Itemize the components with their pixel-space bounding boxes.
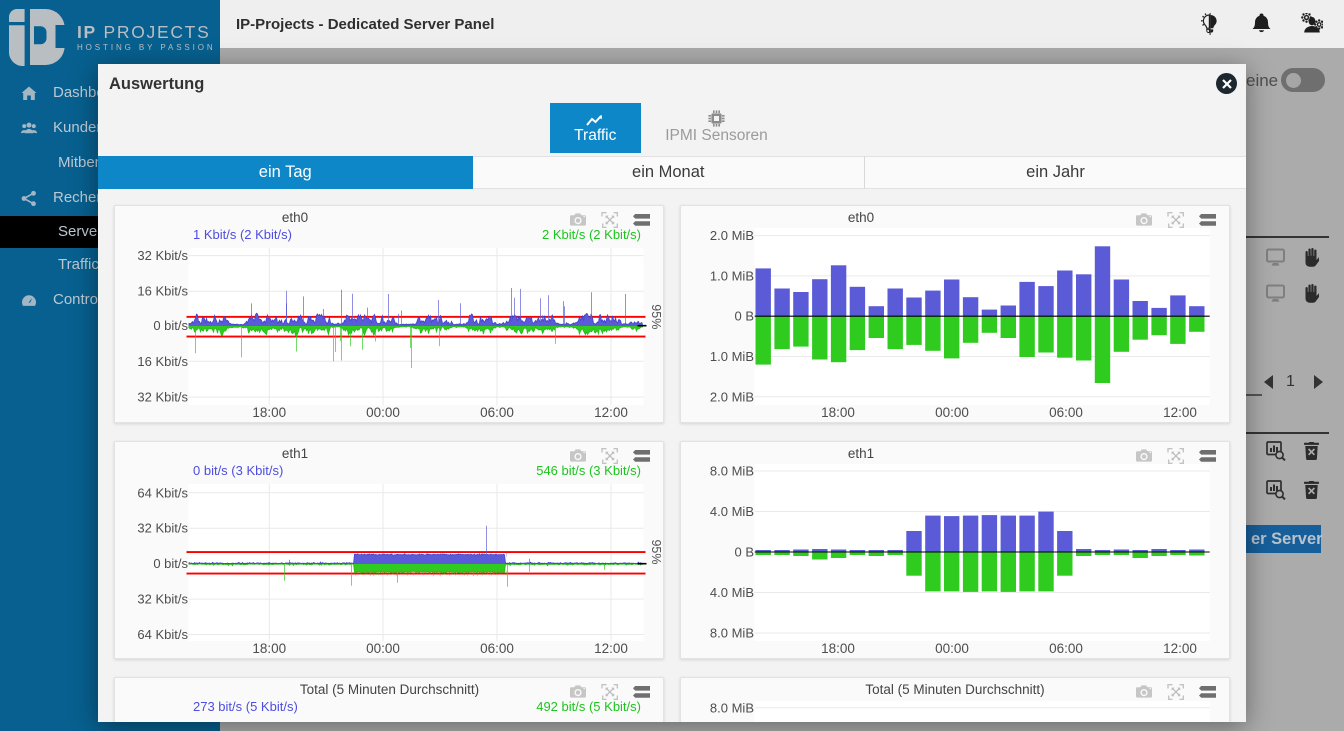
svg-text:8.0 MiB: 8.0 MiB [710, 700, 754, 715]
svg-text:492 bit/s (5 Kbit/s): 492 bit/s (5 Kbit/s) [536, 699, 641, 714]
svg-text:12:00: 12:00 [1163, 405, 1197, 420]
svg-text:06:00: 06:00 [1049, 405, 1083, 420]
svg-text:12:00: 12:00 [594, 641, 628, 656]
svg-text:18:00: 18:00 [821, 641, 855, 656]
svg-text:273 bit/s (5 Kbit/s): 273 bit/s (5 Kbit/s) [193, 699, 298, 714]
svg-text:1.0 MiB: 1.0 MiB [710, 268, 754, 283]
svg-text:1.0 MiB: 1.0 MiB [710, 349, 754, 364]
svg-text:2 Kbit/s (2 Kbit/s): 2 Kbit/s (2 Kbit/s) [542, 227, 641, 242]
svg-text:12:00: 12:00 [594, 405, 628, 420]
svg-text:32 Kbit/s: 32 Kbit/s [137, 521, 188, 536]
svg-text:8.0 MiB: 8.0 MiB [710, 464, 754, 479]
svg-text:4.0 MiB: 4.0 MiB [710, 504, 754, 519]
svg-text:0 bit/s (3 Kbit/s): 0 bit/s (3 Kbit/s) [193, 463, 283, 478]
svg-text:eth0: eth0 [282, 210, 308, 225]
svg-text:2.0 MiB: 2.0 MiB [710, 228, 754, 243]
svg-text:546 bit/s (3 Kbit/s): 546 bit/s (3 Kbit/s) [536, 463, 641, 478]
svg-text:00:00: 00:00 [935, 405, 969, 420]
svg-text:64 Kbit/s: 64 Kbit/s [137, 627, 188, 642]
svg-text:18:00: 18:00 [252, 641, 286, 656]
svg-text:0 bit/s: 0 bit/s [153, 556, 188, 571]
svg-text:0 bit/s: 0 bit/s [153, 318, 188, 333]
svg-text:06:00: 06:00 [480, 405, 514, 420]
svg-text:16 Kbit/s: 16 Kbit/s [137, 354, 188, 369]
svg-text:32 Kbit/s: 32 Kbit/s [137, 390, 188, 405]
svg-text:18:00: 18:00 [821, 405, 855, 420]
svg-text:95%: 95% [649, 304, 663, 329]
svg-text:0 B: 0 B [734, 545, 754, 560]
svg-text:00:00: 00:00 [935, 641, 969, 656]
svg-text:0 B: 0 B [734, 309, 754, 324]
svg-text:Total (5 Minuten Durchschnitt): Total (5 Minuten Durchschnitt) [300, 682, 479, 697]
svg-text:06:00: 06:00 [480, 641, 514, 656]
svg-text:eth1: eth1 [282, 446, 308, 461]
svg-text:eth0: eth0 [848, 210, 874, 225]
svg-text:32 Kbit/s: 32 Kbit/s [137, 248, 188, 263]
svg-text:8.0 MiB: 8.0 MiB [710, 626, 754, 641]
svg-text:2.0 MiB: 2.0 MiB [710, 389, 754, 404]
svg-text:12:00: 12:00 [1163, 641, 1197, 656]
svg-text:Total (5 Minuten Durchschnitt): Total (5 Minuten Durchschnitt) [865, 682, 1044, 697]
svg-text:32 Kbit/s: 32 Kbit/s [137, 592, 188, 607]
svg-text:eth1: eth1 [848, 446, 874, 461]
svg-text:18:00: 18:00 [252, 405, 286, 420]
svg-text:95%: 95% [649, 539, 663, 564]
svg-text:4.0 MiB: 4.0 MiB [710, 585, 754, 600]
svg-text:06:00: 06:00 [1049, 641, 1083, 656]
svg-text:64 Kbit/s: 64 Kbit/s [137, 485, 188, 500]
svg-text:00:00: 00:00 [366, 405, 400, 420]
svg-text:16 Kbit/s: 16 Kbit/s [137, 284, 188, 299]
svg-text:00:00: 00:00 [366, 641, 400, 656]
svg-text:1 Kbit/s (2 Kbit/s): 1 Kbit/s (2 Kbit/s) [193, 227, 292, 242]
